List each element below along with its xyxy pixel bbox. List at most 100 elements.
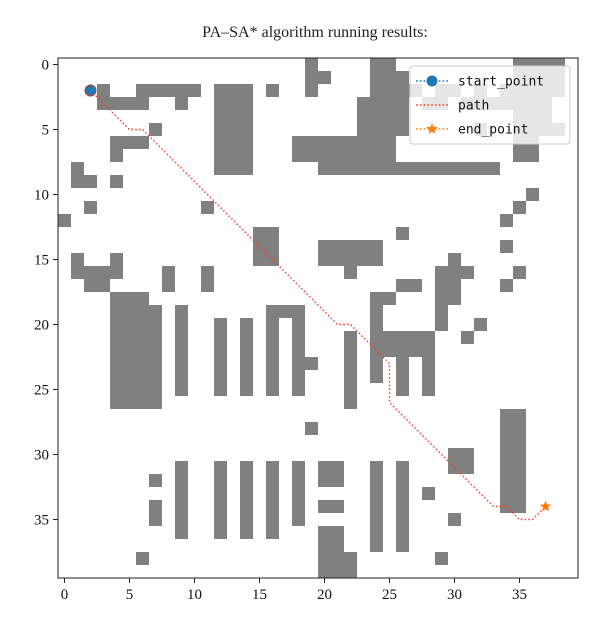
obstacle-cell xyxy=(266,370,279,383)
obstacle-cell xyxy=(214,162,253,175)
obstacle-cell xyxy=(292,370,305,383)
x-tick-label: 25 xyxy=(382,587,397,603)
obstacle-cell xyxy=(175,370,188,383)
obstacle-cell xyxy=(214,357,227,370)
obstacle-cell xyxy=(331,526,344,539)
y-tick-label: 20 xyxy=(34,318,49,334)
obstacle-cell xyxy=(175,461,188,474)
obstacle-cell xyxy=(422,357,435,370)
obstacle-cell xyxy=(526,188,539,201)
y-tick-label: 5 xyxy=(42,123,50,139)
obstacle-cell xyxy=(175,305,188,318)
obstacle-cell xyxy=(71,162,84,175)
obstacle-cell xyxy=(266,305,279,318)
obstacle-cell xyxy=(266,344,279,357)
obstacle-cell xyxy=(201,279,214,292)
obstacle-cell xyxy=(305,357,318,370)
x-tick-label: 15 xyxy=(252,587,267,603)
obstacle-cell xyxy=(370,331,383,344)
obstacle-cell xyxy=(240,383,253,396)
obstacle-cell xyxy=(370,318,383,331)
obstacle-cell xyxy=(214,136,253,149)
obstacle-cell xyxy=(370,58,396,71)
obstacle-cell xyxy=(422,487,435,500)
obstacle-cell xyxy=(383,344,396,357)
obstacle-cell xyxy=(110,253,123,266)
obstacle-cell xyxy=(370,71,409,84)
obstacle-cell xyxy=(500,409,513,422)
obstacle-cell xyxy=(110,370,162,383)
obstacle-cell xyxy=(97,84,110,97)
obstacle-cell xyxy=(266,383,279,396)
obstacle-cell xyxy=(435,305,448,318)
legend-box xyxy=(409,65,571,145)
obstacle-cell xyxy=(149,123,162,136)
obstacle-cell xyxy=(110,149,123,162)
obstacle-cell xyxy=(97,97,149,110)
obstacle-cell xyxy=(279,305,292,318)
obstacle-cell xyxy=(110,305,162,318)
obstacle-cell xyxy=(292,383,305,396)
obstacle-cell xyxy=(240,474,253,487)
obstacle-cell xyxy=(396,357,409,370)
obstacle-cell xyxy=(175,500,188,513)
obstacle-cell xyxy=(84,279,97,292)
obstacle-cell xyxy=(513,266,526,279)
obstacle-cell xyxy=(396,513,409,526)
obstacle-cell xyxy=(292,474,305,487)
obstacle-cell xyxy=(71,175,97,188)
obstacle-cell xyxy=(149,500,162,513)
obstacle-cell xyxy=(305,422,318,435)
obstacle-cell xyxy=(448,253,461,266)
obstacle-cell xyxy=(383,331,396,344)
obstacle-cell xyxy=(292,513,305,526)
obstacle-cell xyxy=(175,474,188,487)
y-tick-label: 25 xyxy=(34,383,49,399)
obstacle-cell xyxy=(110,357,162,370)
obstacle-cell xyxy=(240,461,253,474)
obstacle-cell xyxy=(110,292,149,305)
obstacle-cell xyxy=(435,266,474,279)
obstacle-cell xyxy=(318,565,357,578)
obstacle-cell xyxy=(175,331,188,344)
obstacle-cell xyxy=(370,357,383,370)
obstacle-cell xyxy=(162,279,175,292)
obstacles-layer xyxy=(58,58,565,578)
obstacle-cell xyxy=(409,331,422,344)
obstacle-cell xyxy=(175,318,188,331)
obstacle-cell xyxy=(292,344,305,357)
obstacle-cell xyxy=(292,500,305,513)
obstacle-cell xyxy=(266,461,279,474)
obstacle-cell xyxy=(500,500,526,513)
obstacle-cell xyxy=(149,474,162,487)
obstacle-cell xyxy=(292,149,396,162)
obstacle-cell xyxy=(136,84,175,97)
obstacle-cell xyxy=(422,383,435,396)
obstacle-cell xyxy=(266,500,279,513)
obstacle-cell xyxy=(422,344,435,357)
obstacle-cell xyxy=(435,292,461,305)
obstacle-cell xyxy=(357,97,409,110)
obstacle-cell xyxy=(396,370,409,383)
obstacle-cell xyxy=(513,149,539,162)
obstacle-cell xyxy=(344,396,357,409)
obstacle-cell xyxy=(214,97,253,110)
obstacle-cell xyxy=(292,357,305,370)
obstacle-cell xyxy=(396,526,409,539)
obstacle-cell xyxy=(370,500,383,513)
obstacle-cell xyxy=(448,513,461,526)
obstacle-cell xyxy=(97,266,123,279)
obstacle-cell xyxy=(266,513,279,526)
obstacle-cell xyxy=(214,487,227,500)
obstacle-cell xyxy=(500,279,513,292)
obstacle-cell xyxy=(305,84,318,97)
obstacle-cell xyxy=(240,487,253,500)
obstacle-cell xyxy=(500,474,526,487)
plot-frame xyxy=(57,57,579,579)
x-tick-label: 30 xyxy=(447,587,462,603)
obstacle-cell xyxy=(513,409,526,422)
obstacle-cell xyxy=(292,318,305,331)
obstacle-cell xyxy=(500,214,513,227)
obstacle-cell xyxy=(266,487,279,500)
